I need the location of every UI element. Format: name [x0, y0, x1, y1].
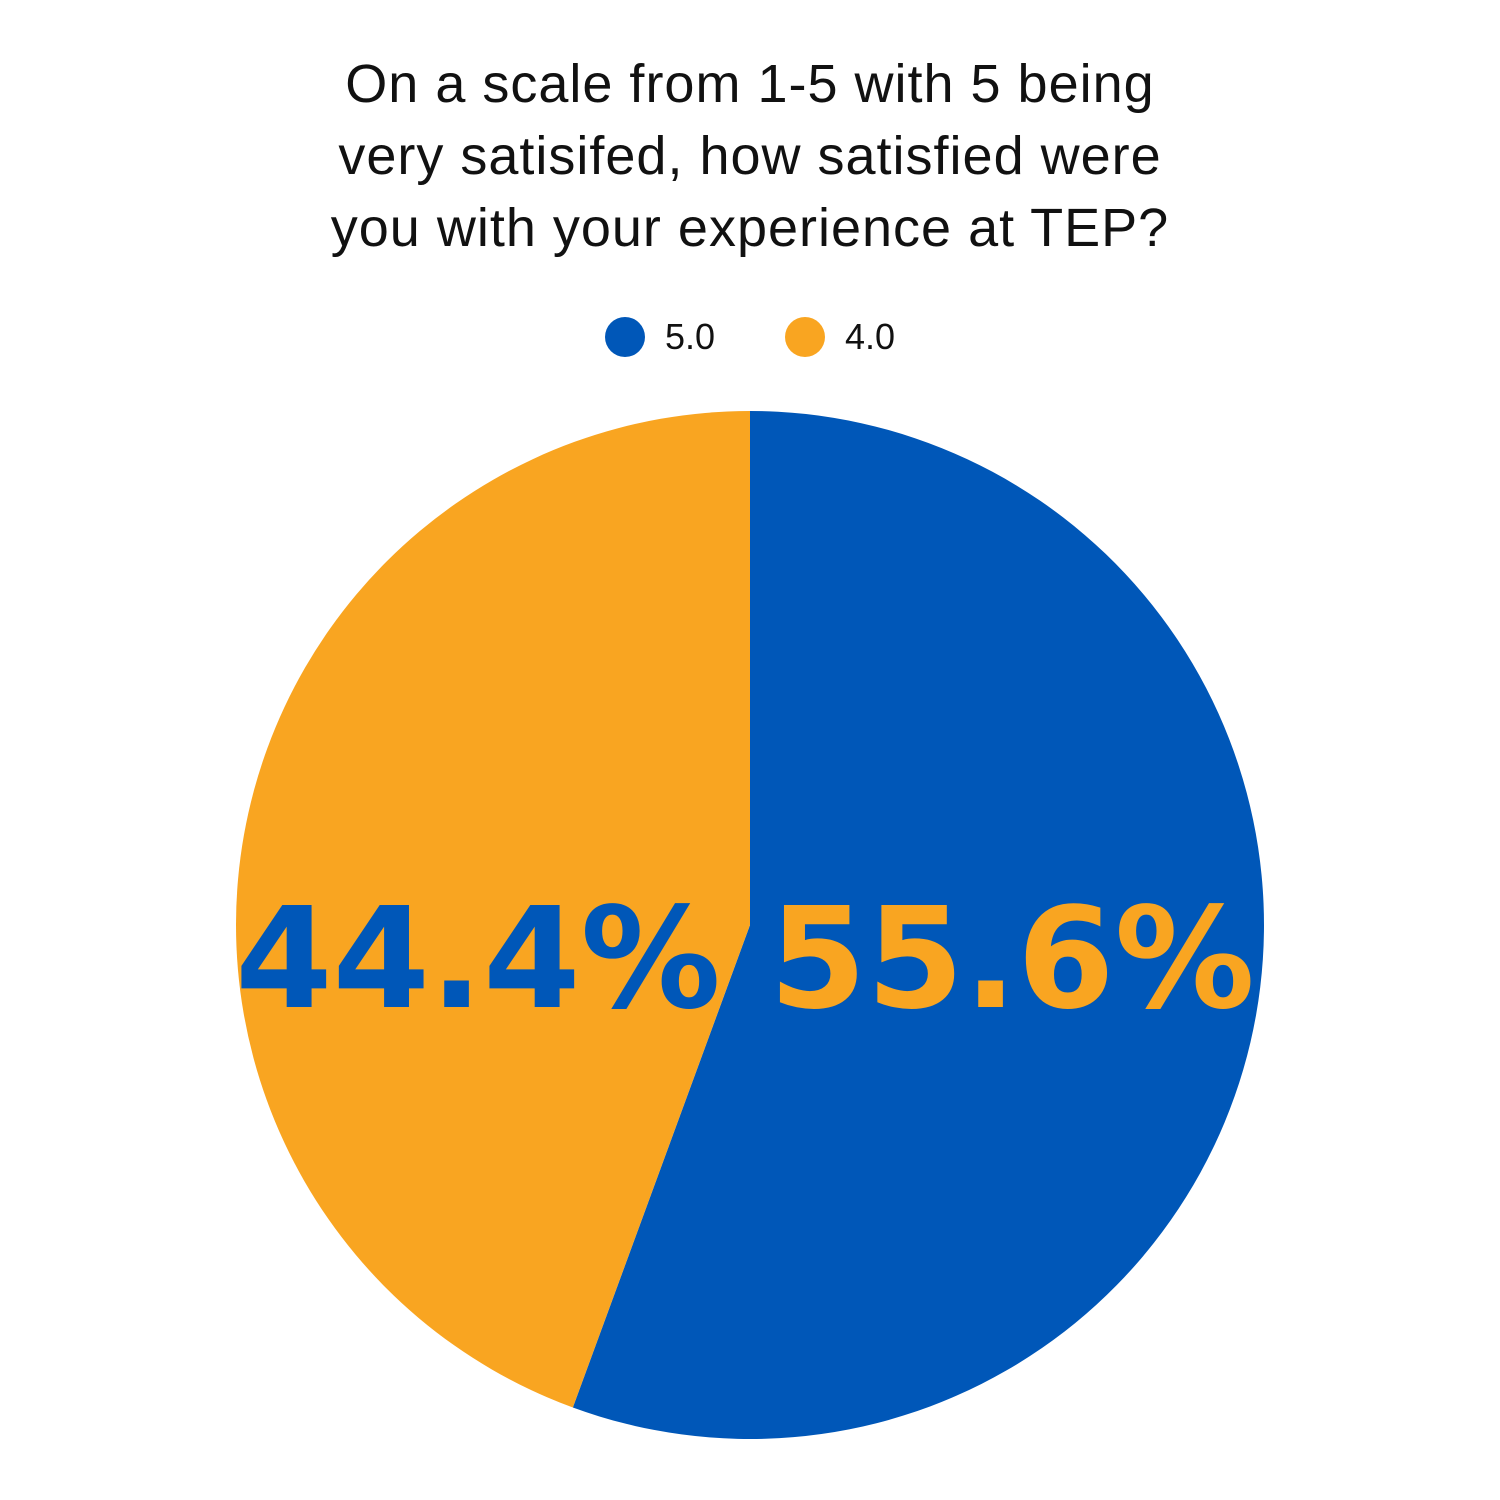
legend-item-5[interactable]: 5.0	[604, 316, 715, 358]
legend-label: 5.0	[664, 316, 715, 357]
slice-label: 55.6%	[769, 878, 1255, 1041]
legend-item-4[interactable]: 4.0	[785, 316, 895, 358]
legend-swatch	[604, 317, 645, 357]
title-line: you with your experience at TEP?	[330, 198, 1170, 258]
pie-slice-4.0	[236, 411, 750, 1408]
title-line: very satisifed, how satisfied were	[338, 126, 1162, 186]
slice-label: 44.4%	[235, 878, 721, 1041]
legend-label: 4.0	[845, 316, 896, 357]
title-line: On a scale from 1-5 with 5 being	[345, 54, 1155, 114]
chart-title: On a scale from 1-5 with 5 being very sa…	[0, 48, 1500, 264]
pie-slice-5.0	[572, 411, 1265, 1440]
legend: 5.0 4.0	[0, 316, 1500, 358]
legend-swatch	[785, 317, 825, 357]
